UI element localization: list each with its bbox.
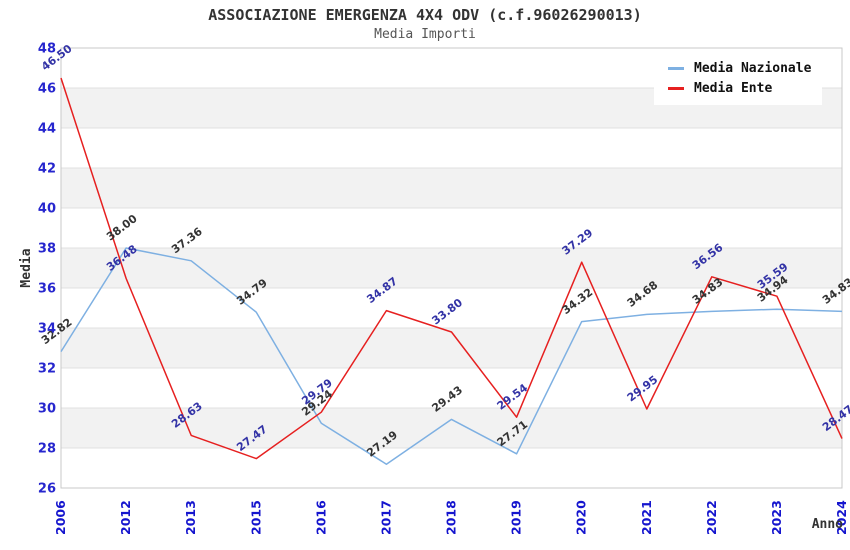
y-tick-label: 26 [38, 481, 56, 496]
y-tick-label: 48 [38, 41, 56, 56]
legend-item-media-ente: Media Ente [668, 78, 814, 98]
x-tick-label: 2018 [444, 500, 459, 535]
plot-band [61, 328, 842, 368]
x-tick-label: 2015 [248, 500, 263, 535]
y-tick-label: 30 [38, 401, 56, 416]
chart-title: ASSOCIAZIONE EMERGENZA 4X4 ODV (c.f.9602… [208, 6, 642, 24]
plot-band [61, 248, 842, 288]
chart-legend: Media Nazionale Media Ente [654, 52, 822, 105]
x-tick-label: 2023 [769, 500, 784, 535]
y-tick-label: 44 [38, 121, 56, 136]
legend-label: Media Ente [694, 80, 773, 96]
plot-border [60, 47, 843, 489]
y-tick-label: 46 [38, 81, 56, 96]
x-tick-label: 2016 [313, 500, 328, 535]
plot-band [61, 408, 842, 448]
x-tick-label: 2022 [704, 500, 719, 535]
x-tick-label: 2017 [378, 500, 393, 535]
y-tick-label: 36 [38, 281, 56, 296]
plot-band [61, 168, 842, 208]
y-tick-label: 34 [38, 321, 56, 336]
x-tick-label: 2020 [574, 500, 589, 535]
x-tick-label: 2012 [118, 500, 133, 535]
series-line-media-ente [60, 77, 843, 460]
legend-label: Media Nazionale [694, 60, 812, 76]
y-tick-label: 32 [38, 361, 56, 376]
y-tick-label: 38 [38, 241, 56, 256]
x-tick-label: 2019 [509, 500, 524, 535]
legend-item-media-nazionale: Media Nazionale [668, 58, 814, 78]
y-axis-title: Media [19, 248, 34, 287]
legend-line-icon [668, 86, 684, 90]
chart-subtitle: Media Importi [374, 27, 476, 42]
value-label: 33.80 [429, 296, 465, 328]
x-tick-label: 2024 [834, 500, 849, 535]
x-tick-label: 2021 [639, 500, 654, 535]
y-tick-label: 40 [38, 201, 56, 216]
series-line-media-nazionale [60, 247, 843, 465]
x-axis-title: Anno [812, 517, 843, 532]
x-tick-label: 2006 [53, 500, 68, 535]
y-tick-label: 42 [38, 161, 56, 176]
x-tick-label: 2013 [183, 500, 198, 535]
legend-line-icon [668, 66, 684, 70]
y-tick-label: 28 [38, 441, 56, 456]
